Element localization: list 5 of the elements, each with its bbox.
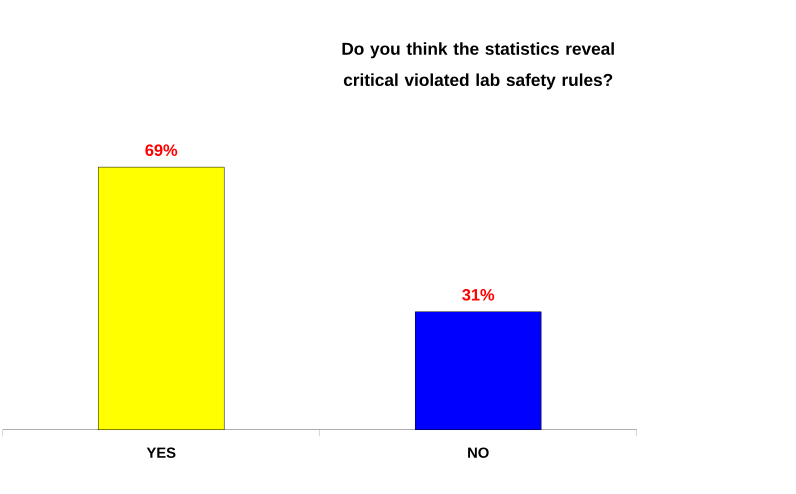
x-tick-label: YES: [146, 447, 176, 458]
data-label: 69%: [145, 144, 178, 156]
x-tick-label: NO: [468, 447, 489, 458]
data-label: 31%: [462, 289, 494, 301]
chart-title: Do you think the statistics reveal critical violated lab safety rules?: [342, 42, 614, 90]
